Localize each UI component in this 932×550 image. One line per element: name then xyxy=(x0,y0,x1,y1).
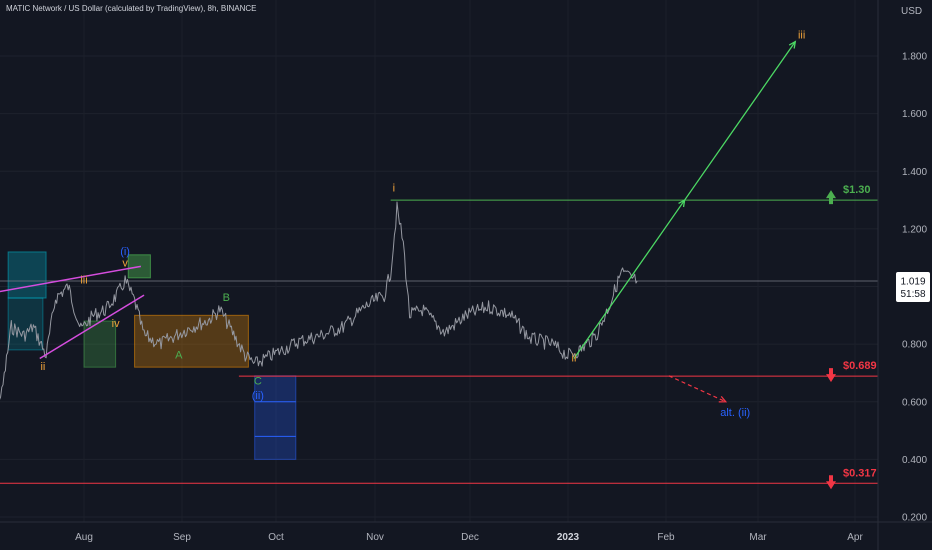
down-arrow-icon xyxy=(826,475,836,490)
wave-label: v xyxy=(122,257,128,269)
x-tick-label: Mar xyxy=(749,532,767,543)
wave-label: iv xyxy=(112,318,120,330)
wave-label: (ii) xyxy=(252,390,264,402)
wave-label: (i) xyxy=(120,246,130,258)
price-series xyxy=(0,201,638,400)
wave-box-blue xyxy=(254,375,297,460)
wave-label: B xyxy=(223,292,230,304)
wave-label: alt. (ii) xyxy=(720,407,750,419)
wave-label: ii xyxy=(40,361,45,373)
bar-countdown: 51:58 xyxy=(900,289,925,300)
y-tick-label: 1.200 xyxy=(902,224,927,235)
wave-box-teal xyxy=(7,297,44,351)
current-price-label: 1.019 xyxy=(900,277,925,288)
arrow-head-icon xyxy=(718,395,728,403)
level-label: $0.317 xyxy=(843,467,877,479)
x-tick-label: 2023 xyxy=(557,532,580,543)
wave-label: iii xyxy=(798,30,805,42)
wave-label: ii xyxy=(572,352,577,364)
x-tick-label: Oct xyxy=(268,532,284,543)
trend-line xyxy=(0,265,142,293)
arrow-head-icon xyxy=(788,40,797,49)
wave-label: A xyxy=(175,350,183,362)
level-label: $1.30 xyxy=(843,184,871,196)
projection-line xyxy=(573,199,686,359)
chart-title: MATIC Network / US Dollar (calculated by… xyxy=(6,4,257,13)
y-tick-label: 0.800 xyxy=(902,340,927,351)
wave-label: i xyxy=(393,182,395,194)
wave-label: iii xyxy=(80,275,87,287)
x-tick-label: Dec xyxy=(461,532,479,543)
y-tick-label: 1.600 xyxy=(902,109,927,120)
x-tick-label: Aug xyxy=(75,532,93,543)
wave-label: C xyxy=(254,375,262,387)
currency-label: USD xyxy=(901,6,922,17)
x-tick-label: Nov xyxy=(366,532,384,543)
y-tick-label: 0.200 xyxy=(902,513,927,524)
trend-line xyxy=(39,294,145,360)
level-label: $0.689 xyxy=(843,360,877,372)
y-tick-label: 0.400 xyxy=(902,455,927,466)
x-tick-label: Feb xyxy=(657,532,675,543)
arrow-head-icon xyxy=(678,198,686,208)
x-tick-label: Apr xyxy=(847,532,863,543)
current-price-tag xyxy=(896,272,930,303)
x-tick-label: Sep xyxy=(173,532,191,543)
projection-line xyxy=(684,41,796,201)
down-arrow-icon xyxy=(826,368,836,383)
y-tick-label: 1.400 xyxy=(902,167,927,178)
up-arrow-icon xyxy=(826,190,836,205)
y-tick-label: 0.600 xyxy=(902,397,927,408)
alt-projection-line xyxy=(668,375,726,403)
y-tick-label: 1.800 xyxy=(902,52,927,63)
wave-box-teal xyxy=(7,251,47,299)
